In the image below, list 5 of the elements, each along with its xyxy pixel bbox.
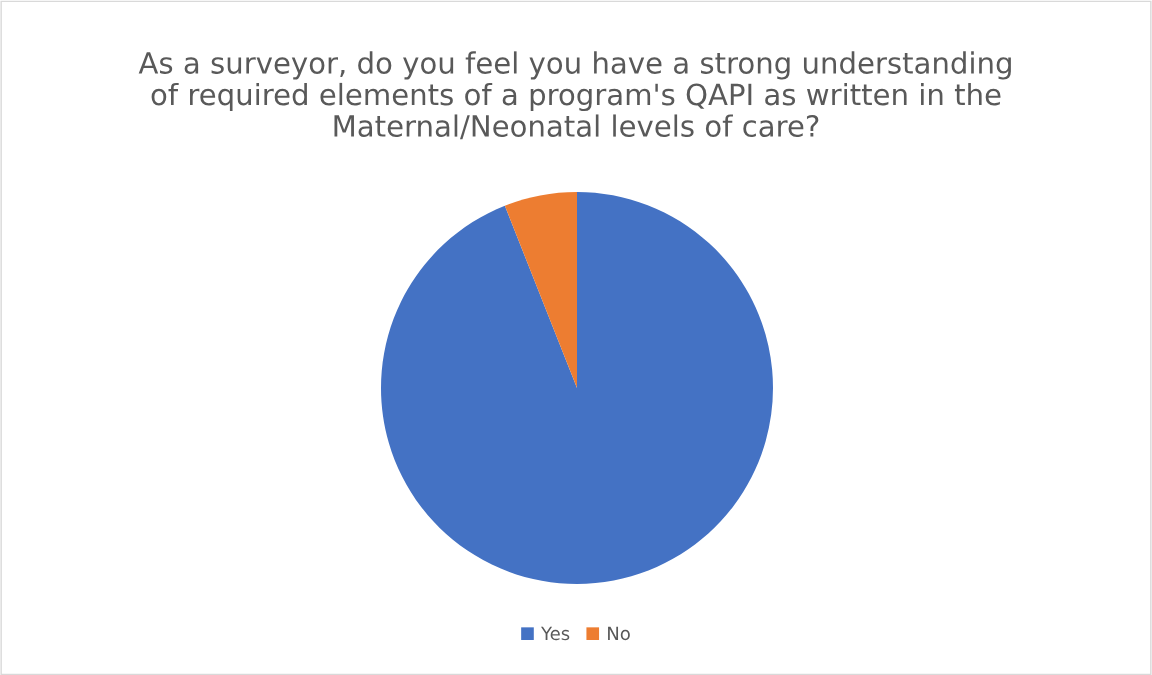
legend-label: Yes <box>540 626 570 641</box>
pie-slice <box>504 192 577 388</box>
pie-slice <box>381 192 773 584</box>
legend-label: No <box>608 626 630 641</box>
chart-title: As a surveyor, do you feel you have a strong understanding of required elements of a program's QAPI as written in the Maternal/Neonatal levels of care? <box>138 51 1011 140</box>
